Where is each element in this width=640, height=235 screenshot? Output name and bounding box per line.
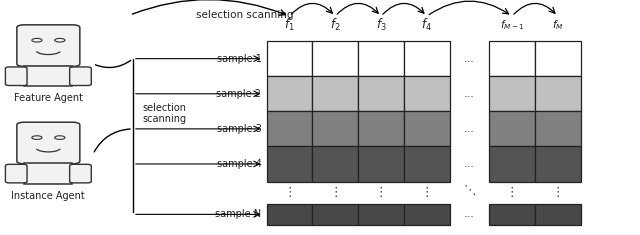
Bar bbox=[535, 41, 580, 76]
Bar bbox=[266, 146, 312, 181]
Bar bbox=[24, 66, 72, 86]
Text: sample 4: sample 4 bbox=[216, 159, 261, 169]
Bar bbox=[404, 76, 450, 111]
Circle shape bbox=[54, 136, 65, 139]
Bar bbox=[312, 111, 358, 146]
Text: $f_3$: $f_3$ bbox=[376, 17, 387, 33]
Text: ...: ... bbox=[464, 54, 475, 64]
Text: ⋱: ⋱ bbox=[463, 184, 476, 197]
Text: Instance Agent: Instance Agent bbox=[12, 191, 85, 201]
Text: ⋮: ⋮ bbox=[552, 186, 564, 199]
Bar bbox=[312, 41, 358, 76]
Bar bbox=[266, 41, 312, 76]
Text: sample 3: sample 3 bbox=[216, 124, 261, 134]
Bar bbox=[535, 204, 580, 225]
Bar bbox=[535, 111, 580, 146]
Bar bbox=[358, 41, 404, 76]
Bar bbox=[312, 204, 358, 225]
Bar bbox=[312, 146, 358, 181]
Bar bbox=[404, 204, 450, 225]
Bar bbox=[489, 146, 535, 181]
Text: ...: ... bbox=[464, 89, 475, 99]
Text: ...: ... bbox=[464, 124, 475, 134]
Text: sample 2: sample 2 bbox=[216, 89, 261, 99]
Bar bbox=[489, 76, 535, 111]
Bar bbox=[404, 41, 450, 76]
Text: ⋮: ⋮ bbox=[420, 186, 433, 199]
Bar bbox=[535, 76, 580, 111]
FancyBboxPatch shape bbox=[17, 25, 80, 67]
Bar bbox=[489, 111, 535, 146]
Bar bbox=[358, 76, 404, 111]
Text: $f_M$: $f_M$ bbox=[552, 18, 564, 32]
Text: selection
scanning: selection scanning bbox=[143, 103, 187, 124]
Bar bbox=[312, 76, 358, 111]
Bar bbox=[489, 41, 535, 76]
Text: ⋮: ⋮ bbox=[283, 186, 296, 199]
Circle shape bbox=[32, 136, 42, 139]
FancyBboxPatch shape bbox=[70, 67, 92, 86]
Text: $f_2$: $f_2$ bbox=[330, 17, 340, 33]
Bar bbox=[24, 163, 72, 184]
FancyBboxPatch shape bbox=[5, 67, 27, 86]
Text: $f_4$: $f_4$ bbox=[421, 17, 432, 33]
Bar bbox=[266, 204, 312, 225]
Text: ...: ... bbox=[464, 209, 475, 219]
Bar bbox=[266, 76, 312, 111]
FancyBboxPatch shape bbox=[70, 164, 92, 183]
Bar bbox=[489, 204, 535, 225]
Text: ...: ... bbox=[464, 159, 475, 169]
Bar bbox=[404, 111, 450, 146]
FancyBboxPatch shape bbox=[5, 164, 27, 183]
Text: $f_1$: $f_1$ bbox=[284, 17, 295, 33]
Bar bbox=[404, 146, 450, 181]
Text: Feature Agent: Feature Agent bbox=[14, 93, 83, 103]
FancyBboxPatch shape bbox=[17, 122, 80, 164]
Bar bbox=[358, 146, 404, 181]
Text: $f_{M-1}$: $f_{M-1}$ bbox=[500, 18, 524, 32]
Bar bbox=[358, 111, 404, 146]
Text: selection scanning: selection scanning bbox=[195, 10, 293, 20]
Text: sample N: sample N bbox=[215, 209, 261, 219]
Circle shape bbox=[32, 38, 42, 42]
Text: ⋮: ⋮ bbox=[506, 186, 518, 199]
Text: ⋮: ⋮ bbox=[375, 186, 387, 199]
Text: sample 1: sample 1 bbox=[216, 54, 261, 64]
Bar bbox=[535, 146, 580, 181]
Bar bbox=[266, 111, 312, 146]
Circle shape bbox=[54, 38, 65, 42]
Bar bbox=[358, 204, 404, 225]
Text: ⋮: ⋮ bbox=[329, 186, 342, 199]
